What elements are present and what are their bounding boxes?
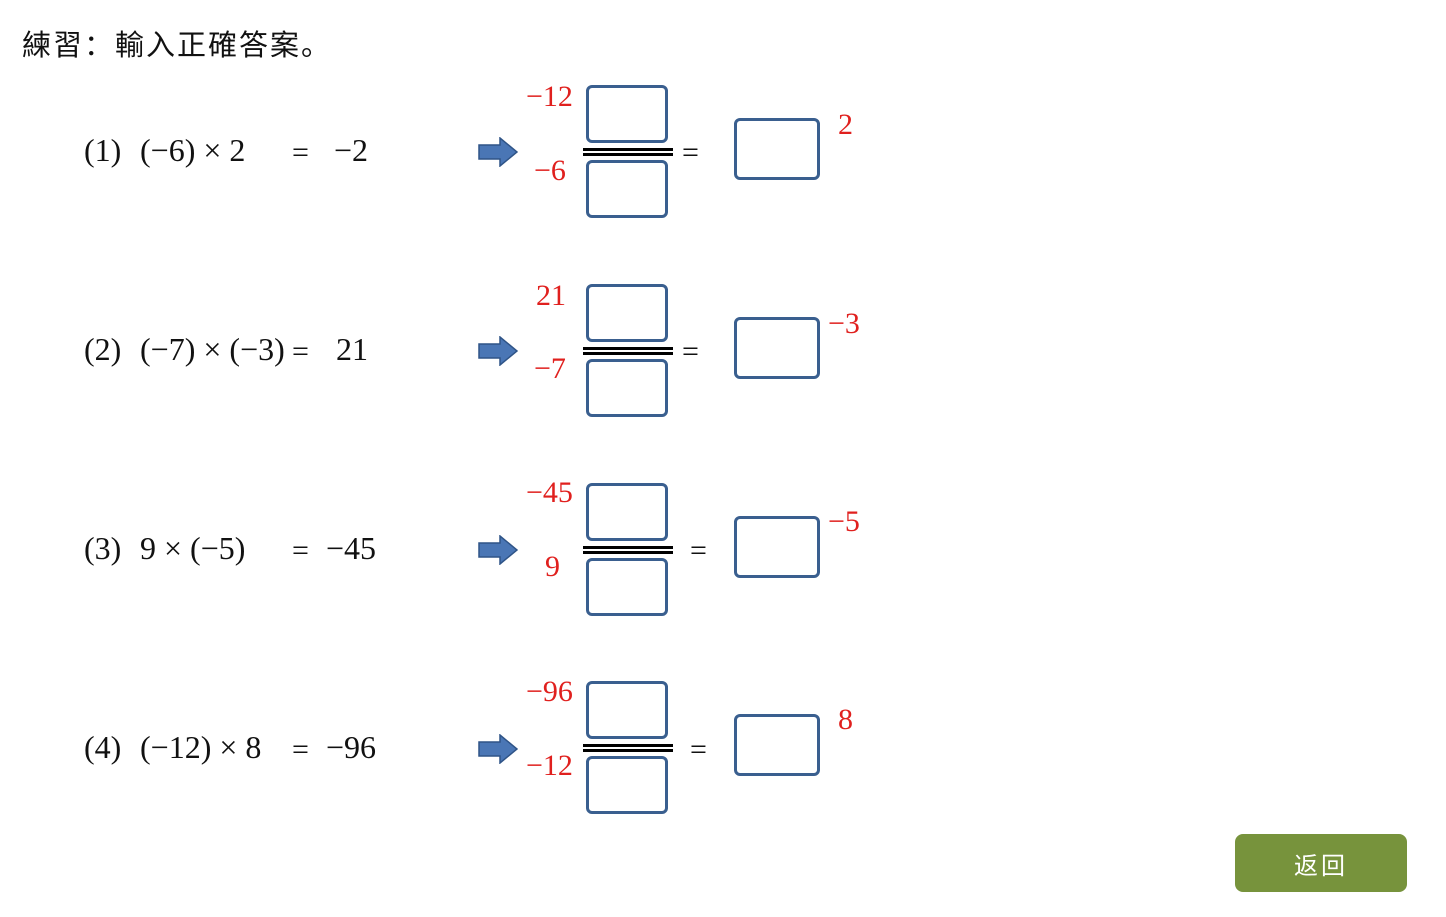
fraction-bar <box>583 148 673 156</box>
numerator-input[interactable] <box>586 483 668 541</box>
denominator-input[interactable] <box>586 160 668 218</box>
problem-result: −45 <box>326 530 377 566</box>
fraction-bar <box>583 546 673 554</box>
numerator-hint: 21 <box>536 279 566 312</box>
problem-expression: 9 × (−5) <box>140 530 246 566</box>
denominator-input[interactable] <box>586 756 668 814</box>
denominator-hint: 9 <box>545 550 560 583</box>
right-arrow-icon <box>478 336 518 366</box>
problem-label: (4) <box>84 729 122 765</box>
fraction-equals-sign: = <box>682 335 699 368</box>
equals-sign: = <box>292 335 309 368</box>
problem-result: 21 <box>336 331 368 367</box>
answer-hint: −3 <box>828 307 860 340</box>
numerator-input[interactable] <box>586 681 668 739</box>
numerator-input[interactable] <box>586 85 668 143</box>
fraction-equals-sign: = <box>690 733 707 766</box>
denominator-hint: −7 <box>534 352 566 385</box>
denominator-hint: −12 <box>526 749 573 782</box>
problem-1: (1) (−6) × 2 = −2 −12 −6 = 2 <box>0 0 1000 218</box>
denominator-input[interactable] <box>586 558 668 616</box>
problem-4: (4) (−12) × 8 = −96 −96 −12 = 8 <box>0 597 1000 814</box>
right-arrow-icon <box>478 535 518 565</box>
right-arrow-icon <box>478 734 518 764</box>
answer-hint: 2 <box>838 108 853 141</box>
fraction-bar <box>583 347 673 355</box>
numerator-input[interactable] <box>586 284 668 342</box>
problem-3: (3) 9 × (−5) = −45 −45 9 = −5 <box>0 398 1000 616</box>
problem-expression: (−7) × (−3) <box>140 331 285 367</box>
problem-label: (1) <box>84 132 122 168</box>
equals-sign: = <box>292 136 309 169</box>
problem-result: −96 <box>326 729 377 765</box>
answer-input[interactable] <box>734 714 820 776</box>
problem-expression: (−12) × 8 <box>140 729 262 765</box>
answer-input[interactable] <box>734 317 820 379</box>
answer-input[interactable] <box>734 118 820 180</box>
back-button[interactable]: 返回 <box>1235 834 1407 892</box>
fraction-equals-sign: = <box>690 534 707 567</box>
fraction-bar <box>583 744 673 752</box>
page-title: 練習：輸入正確答案。 <box>22 28 333 62</box>
problem-expression: (−6) × 2 <box>140 132 246 168</box>
equals-sign: = <box>292 733 309 766</box>
denominator-hint: −6 <box>534 154 566 187</box>
answer-hint: −5 <box>828 505 860 538</box>
numerator-hint: −12 <box>526 80 573 113</box>
denominator-input[interactable] <box>586 359 668 417</box>
problem-result: −2 <box>334 132 369 168</box>
fraction-equals-sign: = <box>682 136 699 169</box>
problem-label: (3) <box>84 530 122 566</box>
numerator-hint: −45 <box>526 476 573 509</box>
equals-sign: = <box>292 534 309 567</box>
answer-hint: 8 <box>838 703 853 736</box>
answer-input[interactable] <box>734 516 820 578</box>
right-arrow-icon <box>478 137 518 167</box>
problem-2: (2) (−7) × (−3) = 21 21 −7 = −3 <box>0 199 1000 417</box>
numerator-hint: −96 <box>526 675 573 708</box>
problem-label: (2) <box>84 331 122 367</box>
